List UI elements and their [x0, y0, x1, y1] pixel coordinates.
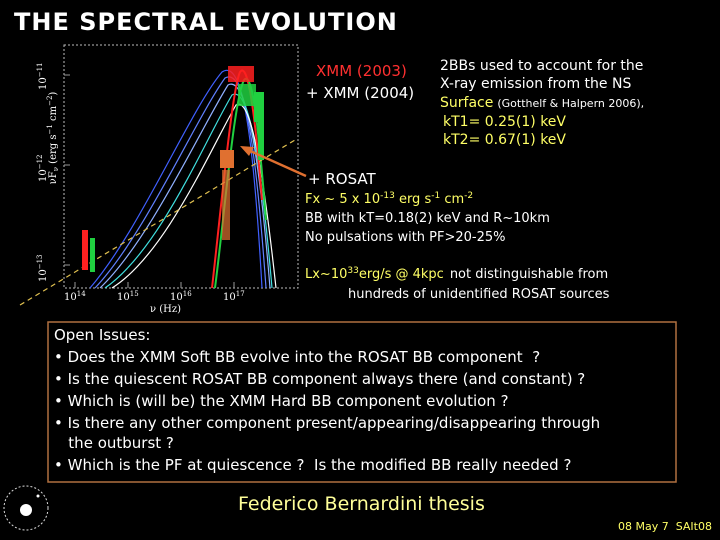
rosat-hundreds: hundreds of unidentified ROSAT sources: [348, 287, 610, 302]
issue-item: • Which is the PF at quiescence ? Is the…: [54, 456, 571, 474]
label-sup: −2: [46, 96, 54, 106]
surface: Surface: [440, 95, 493, 111]
label-sup: −1: [46, 124, 54, 134]
reference: (Gotthelf & Halpern 2006),: [497, 97, 644, 110]
label-sub: ν: [52, 167, 60, 171]
kt1: kT1= 0.25(1) keV: [443, 114, 566, 130]
y-tick-label: 10−11: [36, 62, 49, 90]
flux-sup: -2: [464, 191, 473, 201]
tick-base: 10: [223, 292, 236, 303]
flux-part: Fx ~ 5 x 10: [305, 192, 380, 207]
x-tick-label: 1017: [223, 290, 245, 303]
rosat-lx: Lx~1033erg/s @ 4kpc not distinguishable f…: [305, 266, 608, 282]
rosat-label: + ROSAT: [308, 170, 376, 188]
tick-base: 10: [64, 292, 77, 303]
rosat-flux: Fx ~ 5 x 10-13 erg s-1 cm-2: [305, 191, 473, 207]
issues-heading: Open Issues:: [54, 326, 151, 344]
tick-exp: −13: [36, 254, 44, 269]
tick-base: 10: [38, 169, 49, 182]
y-tick-label: 10−12: [36, 154, 49, 182]
xmm-desc: 2BBs used to account for the: [440, 58, 643, 74]
issue-item: • Which is (will be) the XMM Hard BB com…: [54, 392, 509, 410]
xmm-2004: + XMM (2004): [306, 84, 414, 102]
xmm-desc: Surface (Gotthelf & Halpern 2006),: [440, 95, 644, 111]
lx-part: Lx~10: [305, 267, 347, 282]
lx-sup: 33: [347, 266, 358, 276]
issue-item: • Is the quiescent ROSAT BB component al…: [54, 370, 585, 388]
tick-exp: 17: [236, 290, 245, 298]
xmm-desc: X-ray emission from the NS: [440, 76, 631, 92]
tick-base: 10: [117, 292, 130, 303]
issue-item: • Is there any other component present/a…: [54, 414, 600, 432]
tick-exp: −11: [36, 62, 44, 77]
flux-part: cm: [440, 192, 464, 207]
tick-base: 10: [170, 292, 183, 303]
date: 08 May 7 SAIt08: [618, 520, 712, 533]
tick-exp: 15: [130, 290, 139, 298]
issues-box: [47, 321, 677, 483]
rosat-pulsations: No pulsations with PF>20-25%: [305, 230, 506, 245]
slide-title: THE SPECTRAL EVOLUTION: [14, 8, 398, 36]
rosat-bb: BB with kT=0.18(2) keV and R~10km: [305, 211, 550, 226]
x-axis-label: ν (Hz): [150, 304, 181, 315]
lx-part: erg/s @ 4kpc: [359, 267, 444, 282]
flux-sup: -13: [380, 191, 395, 201]
tick-exp: −12: [36, 154, 44, 169]
spectrum-plot: νFν (erg s−1 cm−2) 10−11 10−12 10−13 101…: [19, 44, 299, 315]
label-part: (erg s: [48, 135, 59, 168]
kt2: kT2= 0.67(1) keV: [443, 132, 566, 148]
rosat-arrow: [240, 146, 307, 178]
label-part: ): [48, 92, 59, 96]
data-points: [82, 66, 264, 272]
logo: [3, 485, 49, 531]
issue-item: the outburst ?: [54, 434, 174, 452]
flux-part: erg s: [395, 192, 432, 207]
tick-exp: 16: [183, 290, 192, 298]
label-part: cm: [48, 105, 59, 124]
xmm-2003: XMM (2003): [316, 62, 407, 80]
plot-ticks: [64, 74, 235, 288]
y-tick-label: 10−13: [36, 254, 49, 282]
flux-sup: -1: [431, 191, 440, 201]
tick-exp: 14: [77, 290, 86, 298]
label-part: νF: [48, 171, 59, 184]
issue-item: • Does the XMM Soft BB evolve into the R…: [54, 348, 540, 366]
not-distinguishable: not distinguishable from: [450, 267, 608, 282]
x-tick-label: 1016: [170, 290, 192, 303]
y-axis-label: νFν (erg s−1 cm−2): [46, 92, 60, 185]
x-tick-label: 1015: [117, 290, 139, 303]
tick-base: 10: [38, 77, 49, 90]
tick-base: 10: [38, 269, 49, 282]
x-tick-label: 1014: [64, 290, 86, 303]
author: Federico Bernardini thesis: [238, 493, 485, 515]
